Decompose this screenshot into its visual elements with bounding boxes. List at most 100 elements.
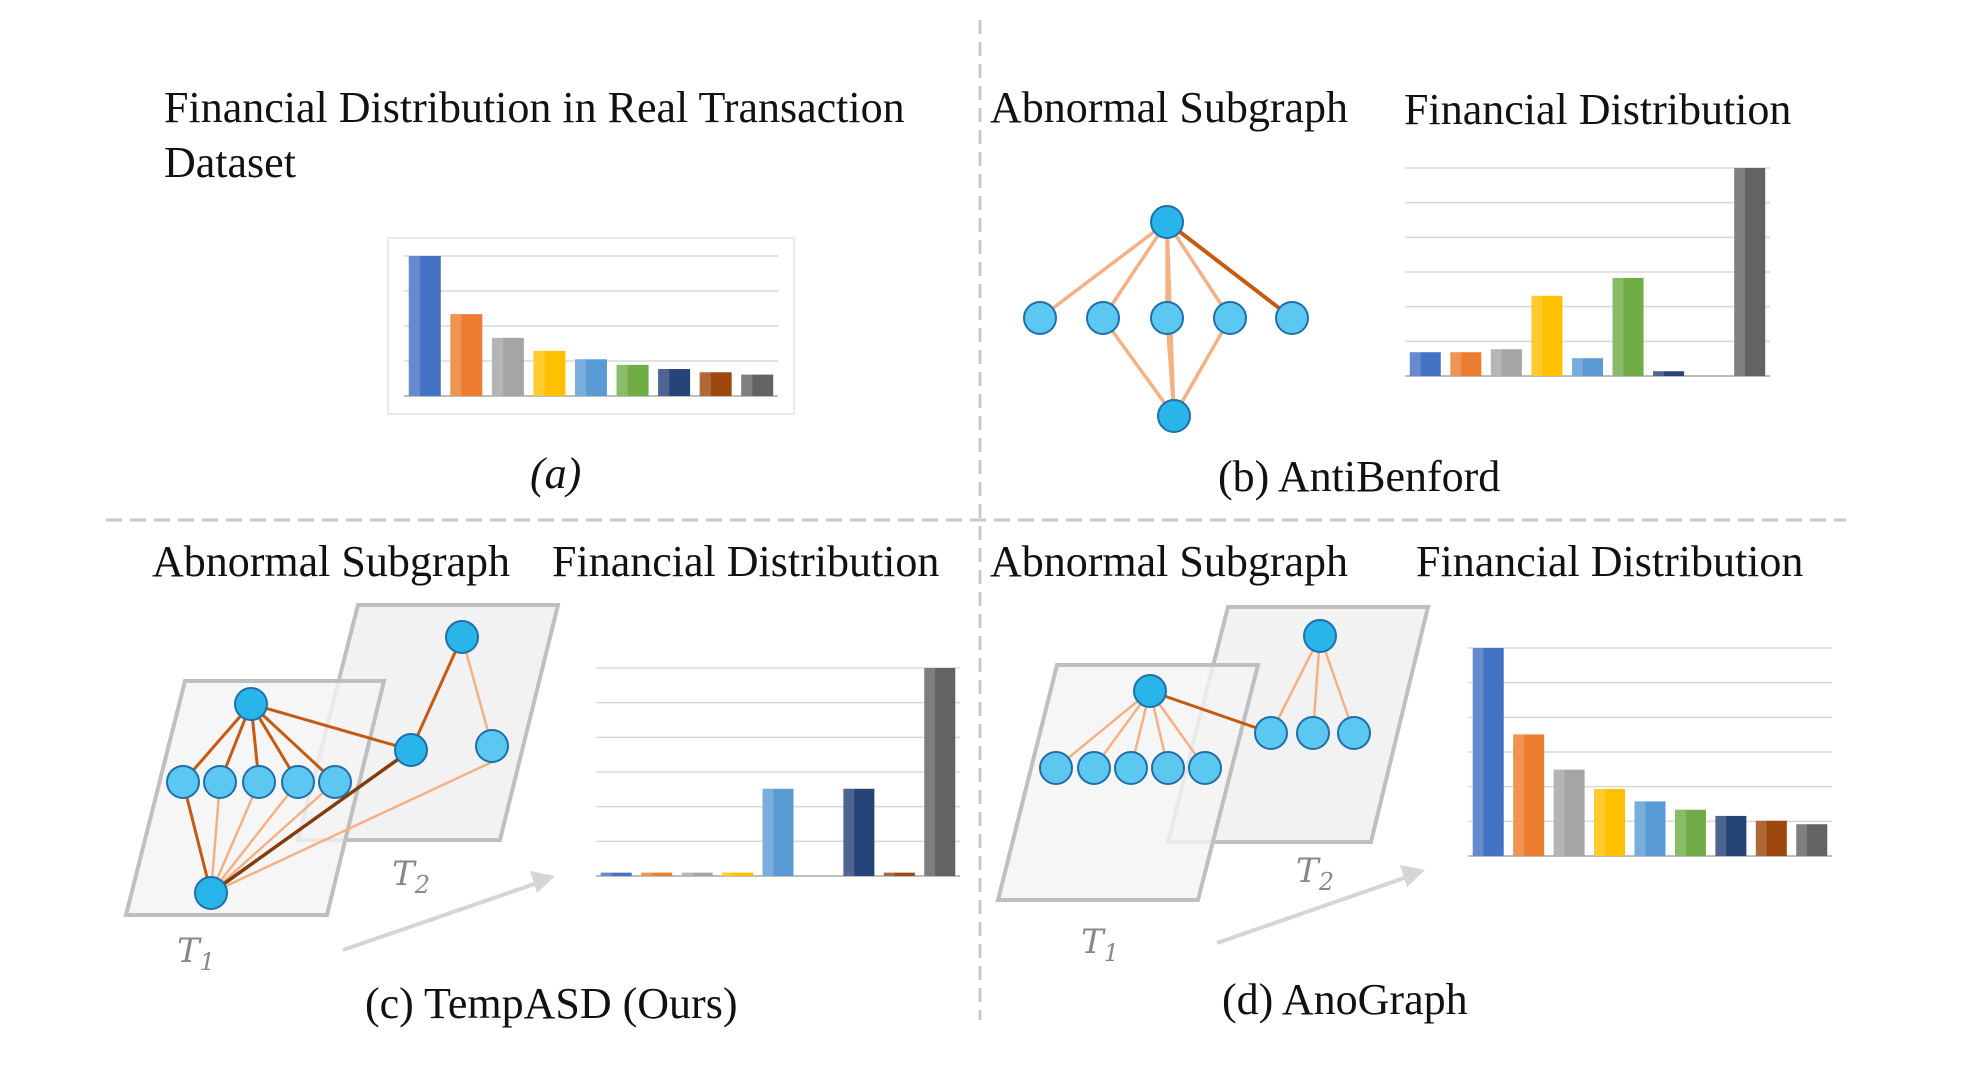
chart-bar-highlight bbox=[1572, 358, 1583, 376]
panel-d-subgraph-title: Abnormal Subgraph bbox=[990, 537, 1349, 586]
edge bbox=[1148, 689, 1273, 735]
chart-bar bbox=[491, 337, 524, 396]
node bbox=[394, 733, 428, 767]
chart-bar-highlight bbox=[450, 314, 462, 396]
node bbox=[281, 765, 315, 799]
panel-c-graph: T2 T1 bbox=[123, 603, 561, 976]
chart-bar bbox=[1715, 815, 1747, 856]
edge bbox=[1054, 689, 1152, 770]
panel-a-title-line1: Financial Distribution in Real Transacti… bbox=[164, 83, 905, 132]
node bbox=[203, 765, 237, 799]
edge bbox=[1101, 220, 1169, 320]
t2-label: T2 bbox=[392, 854, 430, 899]
node bbox=[242, 765, 276, 799]
edge bbox=[1165, 220, 1294, 320]
chart-bar-highlight bbox=[1674, 809, 1686, 856]
chart-bar-highlight bbox=[1531, 295, 1543, 376]
chart-bar-highlight bbox=[1653, 371, 1664, 376]
t1-label: T1 bbox=[177, 931, 215, 976]
panel-b-distribution-title: Financial Distribution bbox=[1404, 85, 1792, 134]
chart-bar-highlight bbox=[641, 872, 653, 876]
chart-bar-highlight bbox=[722, 872, 733, 876]
chart-bar-highlight bbox=[843, 788, 855, 876]
chart-bar bbox=[408, 256, 441, 396]
chart-bar-highlight bbox=[762, 788, 774, 876]
chart-bar-highlight bbox=[1594, 788, 1605, 856]
chart-bar bbox=[762, 788, 794, 876]
panel-b-chart bbox=[1405, 167, 1770, 377]
edge bbox=[209, 780, 222, 895]
chart-bar-highlight bbox=[600, 872, 612, 876]
chart-bar bbox=[741, 374, 774, 396]
chart-bar-highlight bbox=[741, 374, 753, 396]
node bbox=[1213, 301, 1247, 335]
panel-c-chart bbox=[596, 667, 960, 877]
chart-bar-highlight bbox=[616, 364, 628, 396]
chart-bar bbox=[1594, 788, 1626, 856]
edge bbox=[209, 780, 261, 895]
chart-bar bbox=[533, 350, 566, 396]
chart-bar-highlight bbox=[1409, 352, 1421, 376]
panel-d-graph: T2 T1 bbox=[995, 605, 1431, 967]
node bbox=[1150, 205, 1184, 239]
panel-d-caption: (d) AnoGraph bbox=[1222, 975, 1468, 1024]
t2-label: T2 bbox=[1296, 851, 1334, 896]
edge bbox=[209, 780, 337, 895]
node bbox=[1077, 751, 1111, 785]
node bbox=[1254, 716, 1288, 750]
node bbox=[1188, 751, 1222, 785]
node bbox=[1133, 674, 1167, 708]
chart-bar bbox=[1531, 295, 1563, 376]
time-arrow bbox=[342, 880, 541, 952]
chart-bar bbox=[1755, 820, 1787, 856]
chart-bar bbox=[1513, 734, 1545, 856]
panel-c-distribution-title: Financial Distribution bbox=[552, 537, 940, 586]
node bbox=[1023, 301, 1057, 335]
panel-a-caption: (a) bbox=[530, 449, 582, 498]
time-arrow bbox=[1216, 874, 1411, 945]
node bbox=[166, 765, 200, 799]
chart-bar-highlight bbox=[1450, 352, 1462, 376]
edge bbox=[460, 635, 494, 748]
panel-b-subgraph-title: Abnormal Subgraph bbox=[990, 83, 1349, 132]
t2-subscript: 2 bbox=[414, 871, 430, 899]
chart-bar-highlight bbox=[575, 359, 587, 396]
chart-bar bbox=[681, 872, 713, 876]
edge bbox=[249, 702, 413, 752]
chart-bar-highlight bbox=[1490, 349, 1502, 376]
panel-d-chart bbox=[1468, 647, 1832, 857]
edge bbox=[209, 780, 300, 895]
edge bbox=[1038, 220, 1169, 320]
edge bbox=[209, 760, 494, 895]
chart-bar bbox=[1553, 769, 1585, 856]
t1-label: T1 bbox=[1081, 922, 1119, 967]
node bbox=[475, 729, 509, 763]
node bbox=[1296, 716, 1330, 750]
chart-bar bbox=[722, 872, 754, 876]
chart-bar bbox=[924, 668, 956, 876]
chart-bar-highlight bbox=[1715, 815, 1727, 856]
chart-bar bbox=[1674, 809, 1706, 856]
chart-bar bbox=[1634, 801, 1666, 856]
node bbox=[234, 687, 268, 721]
node bbox=[1114, 751, 1148, 785]
chart-bar bbox=[843, 788, 875, 876]
chart-bar bbox=[1653, 371, 1685, 376]
node bbox=[1303, 619, 1337, 653]
t2-subscript: 2 bbox=[1318, 868, 1334, 896]
node bbox=[1039, 751, 1073, 785]
node bbox=[1151, 751, 1185, 785]
chart-bar bbox=[1612, 277, 1644, 376]
chart-bar-highlight bbox=[681, 872, 693, 876]
time-arrow-head bbox=[530, 871, 555, 893]
chart-bar-highlight bbox=[1634, 801, 1646, 856]
chart-bar bbox=[1734, 168, 1766, 376]
chart-bar-highlight bbox=[1553, 769, 1565, 856]
chart-bar-highlight bbox=[658, 369, 670, 396]
edge bbox=[1318, 634, 1356, 735]
node bbox=[318, 765, 352, 799]
chart-bar-highlight bbox=[408, 256, 420, 396]
edge bbox=[181, 780, 213, 895]
